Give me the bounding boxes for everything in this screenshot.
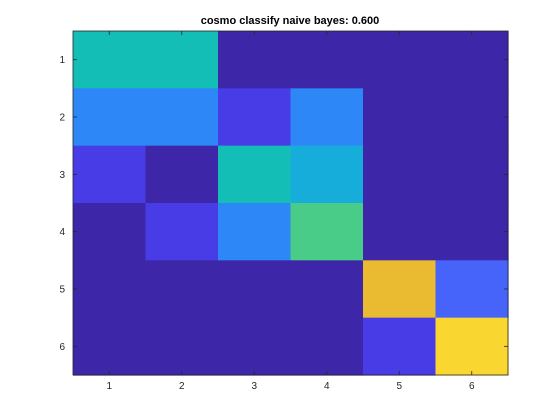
heatmap-cell-r5-c2 — [145, 260, 219, 319]
heatmap-cell-r4-c1 — [73, 203, 147, 261]
heatmap-cell-r4-c3 — [218, 203, 292, 261]
heatmap-cell-r2-c6 — [435, 88, 509, 147]
heatmap-cell-r3-c3 — [218, 145, 292, 204]
heatmap-cell-r2-c2 — [145, 88, 219, 147]
x-tick-label-4: 4 — [324, 381, 330, 392]
heatmap-cell-r1-c5 — [363, 31, 437, 89]
heatmap-cell-r2-c1 — [73, 88, 147, 147]
heatmap-cell-r5-c6 — [435, 260, 509, 319]
heatmap-cell-r1-c3 — [218, 31, 292, 89]
heatmap-cell-r1-c1 — [73, 31, 147, 89]
x-tick-label-5: 5 — [396, 381, 402, 392]
axes: 1 2 3 4 5 6 1 2 3 4 5 6 — [59, 30, 509, 392]
y-tick-label-6: 6 — [59, 342, 65, 353]
heatmap-cell-r5-c1 — [73, 260, 147, 319]
heatmap-cell-r5-c4 — [290, 260, 364, 319]
heatmap-cell-r6-c5 — [363, 317, 437, 376]
heatmap-cell-r1-c6 — [435, 31, 509, 89]
x-tick-label-2: 2 — [179, 381, 185, 392]
y-tick-label-2: 2 — [59, 113, 65, 124]
heatmap-cell-r4-c6 — [435, 203, 509, 261]
heatmap-cell-r3-c2 — [145, 145, 219, 204]
heatmap-cell-r6-c3 — [218, 317, 292, 376]
heatmap-cell-r1-c2 — [145, 31, 219, 89]
heatmap-cell-r4-c2 — [145, 203, 219, 261]
heatmap-cell-r6-c1 — [73, 317, 147, 376]
x-tick-label-1: 1 — [106, 381, 112, 392]
x-tick-label-6: 6 — [469, 381, 475, 392]
x-tick-label-3: 3 — [251, 381, 257, 392]
heatmap-cell-r3-c4 — [290, 145, 364, 204]
heatmap-cell-r2-c4 — [290, 88, 364, 147]
heatmap-cell-r4-c4 — [290, 203, 364, 261]
heatmap-cell-r4-c5 — [363, 203, 437, 261]
heatmap-cell-r5-c5 — [363, 260, 437, 319]
heatmap-cell-r1-c4 — [290, 31, 364, 89]
y-tick-label-5: 5 — [59, 285, 65, 296]
heatmap-cell-r6-c4 — [290, 317, 364, 376]
heatmap-cell-r3-c1 — [73, 145, 147, 204]
heatmap-cell-r3-c6 — [435, 145, 509, 204]
heatmap-cell-r5-c3 — [218, 260, 292, 319]
chart-title: cosmo classify naive bayes: 0.600 — [201, 15, 380, 27]
y-tick-label-1: 1 — [59, 55, 65, 66]
heatmap-cell-r3-c5 — [363, 145, 437, 204]
plot-frame — [72, 30, 509, 376]
y-tick-label-3: 3 — [59, 170, 65, 181]
heatmap-cell-r6-c2 — [145, 317, 219, 376]
heatmap-cells — [73, 31, 509, 376]
heatmap-cell-r2-c3 — [218, 88, 292, 147]
heatmap-cell-r2-c5 — [363, 88, 437, 147]
y-tick-label-4: 4 — [59, 227, 65, 238]
heatmap-cell-r6-c6 — [435, 317, 509, 376]
